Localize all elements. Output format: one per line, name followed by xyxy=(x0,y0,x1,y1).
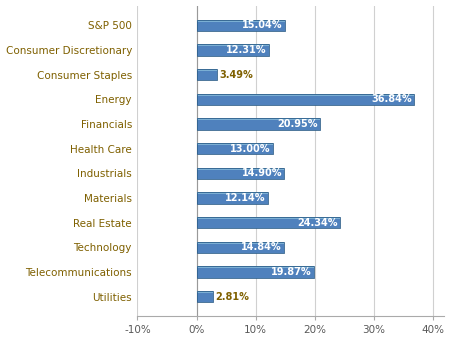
Bar xyxy=(197,20,285,22)
Bar xyxy=(197,143,273,145)
Bar xyxy=(197,94,414,96)
Bar xyxy=(197,69,217,80)
Bar xyxy=(197,168,284,179)
Bar xyxy=(197,217,340,219)
Text: 20.95%: 20.95% xyxy=(277,119,318,129)
Bar xyxy=(197,143,273,154)
Text: 13.00%: 13.00% xyxy=(230,144,271,154)
Text: 19.87%: 19.87% xyxy=(271,267,311,277)
Bar xyxy=(197,242,284,253)
Bar xyxy=(197,69,217,71)
Text: 15.04%: 15.04% xyxy=(243,20,283,30)
Bar xyxy=(197,20,285,31)
Bar xyxy=(197,118,320,130)
Text: 36.84%: 36.84% xyxy=(371,94,412,104)
Bar xyxy=(197,291,213,302)
Bar xyxy=(197,266,314,278)
Bar xyxy=(197,118,320,130)
Bar xyxy=(197,192,268,204)
Bar xyxy=(197,143,273,154)
Text: 24.34%: 24.34% xyxy=(297,218,338,228)
Text: 3.49%: 3.49% xyxy=(220,70,253,80)
Bar xyxy=(197,192,268,194)
Bar xyxy=(197,217,340,228)
Bar xyxy=(197,20,285,31)
Text: 14.84%: 14.84% xyxy=(241,242,282,252)
Bar xyxy=(197,94,414,105)
Bar xyxy=(197,118,320,120)
Bar xyxy=(197,94,414,105)
Bar xyxy=(197,266,314,278)
Text: 2.81%: 2.81% xyxy=(216,292,249,302)
Bar xyxy=(197,242,284,253)
Bar xyxy=(197,44,269,56)
Bar xyxy=(197,69,217,80)
Bar xyxy=(197,44,269,46)
Text: 12.14%: 12.14% xyxy=(225,193,266,203)
Text: 12.31%: 12.31% xyxy=(226,45,267,55)
Bar xyxy=(197,266,314,268)
Bar xyxy=(197,168,284,179)
Bar xyxy=(197,291,213,293)
Bar xyxy=(197,217,340,228)
Bar xyxy=(197,44,269,56)
Text: 14.90%: 14.90% xyxy=(242,168,282,178)
Bar xyxy=(197,192,268,204)
Bar xyxy=(197,291,213,302)
Bar xyxy=(197,242,284,244)
Bar xyxy=(197,168,284,170)
